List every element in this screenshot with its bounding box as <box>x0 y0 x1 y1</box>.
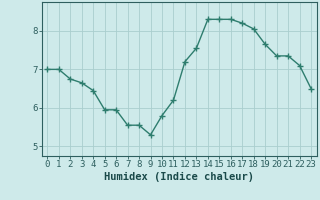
X-axis label: Humidex (Indice chaleur): Humidex (Indice chaleur) <box>104 172 254 182</box>
